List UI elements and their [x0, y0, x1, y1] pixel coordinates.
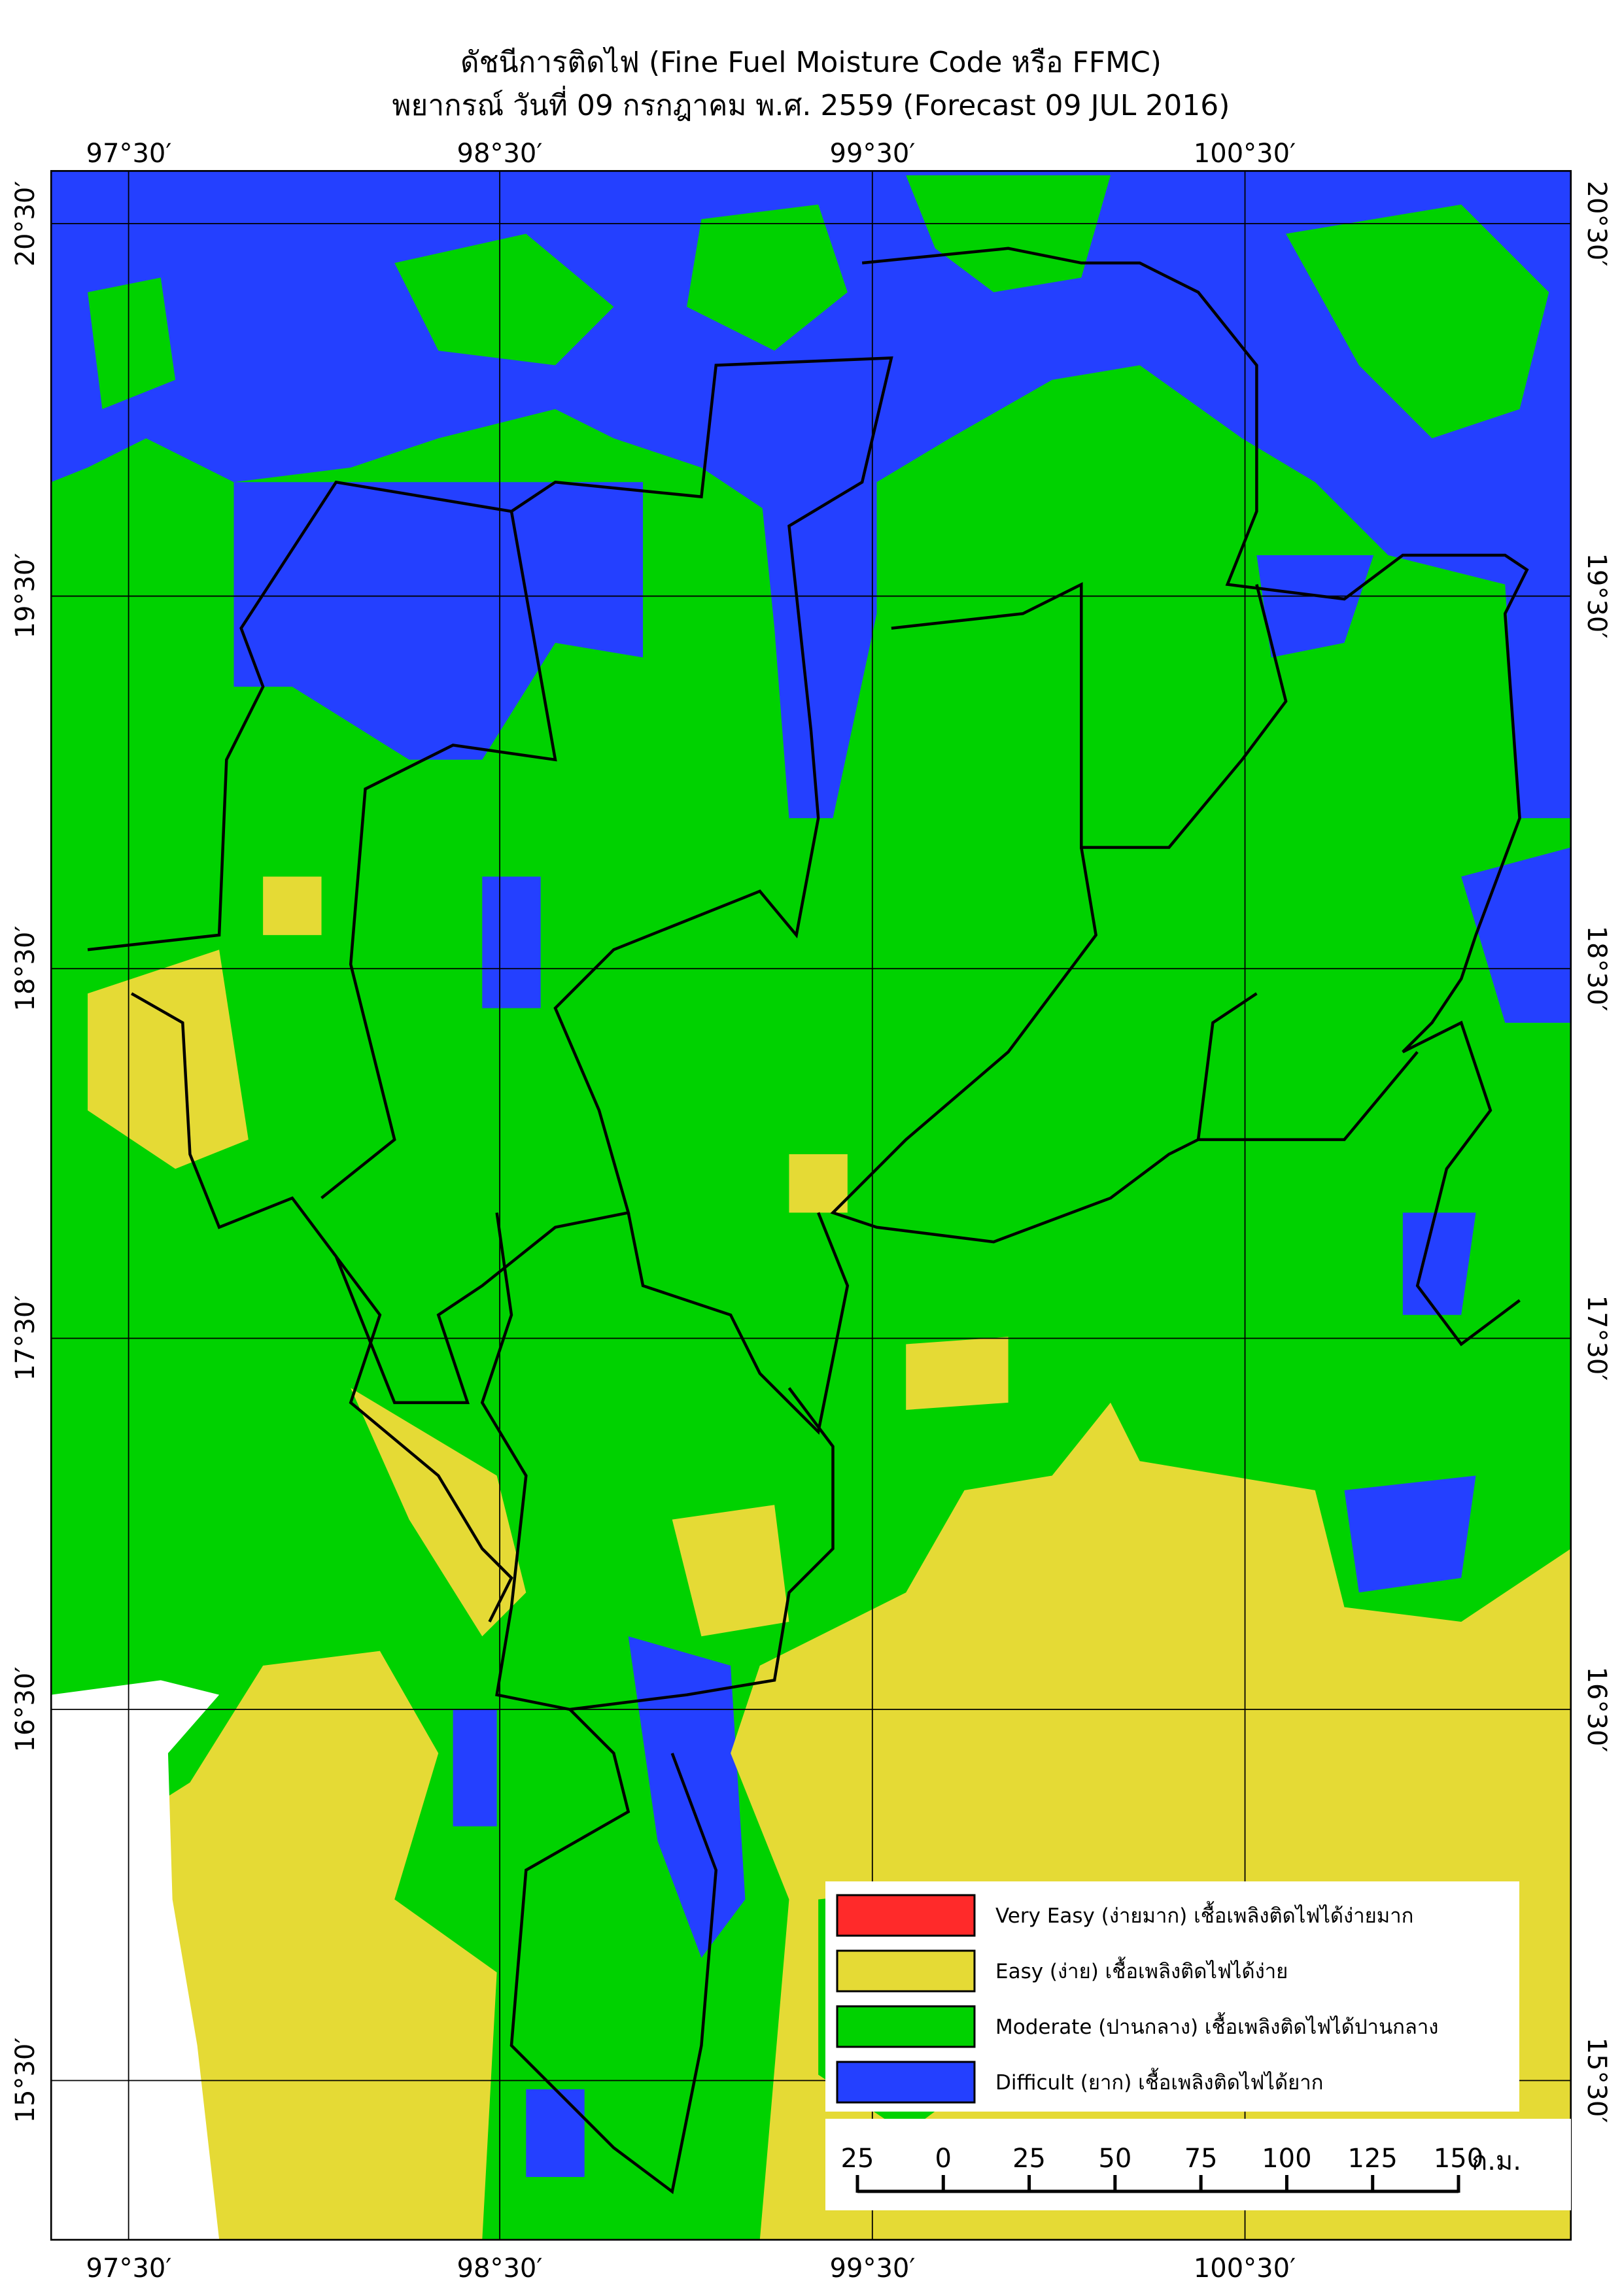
difficult-area: [482, 876, 541, 1008]
coordinate-labels: 97°30′ 97°30′ 98°30′ 98°30′ 99°30′ 99°30′ 100°…: [10, 139, 1612, 2284]
scale-label: 0: [935, 2144, 952, 2174]
difficult-area: [526, 2089, 585, 2177]
legend-label: Difficult (ยาก) เชื้อเพลิงติดไฟได้ยาก: [995, 2068, 1323, 2095]
difficult-area: [759, 482, 877, 819]
legend-label: Very Easy (ง่ายมาก) เชื้อเพลิงติดไฟได้ง่…: [995, 1901, 1413, 1928]
scale-label: 125: [1348, 2144, 1398, 2174]
map: [50, 170, 1572, 2241]
longitude-label: 100°30′: [1194, 2253, 1296, 2284]
legend-label: Moderate (ปานกลาง) เชื้อเพลิงติดไฟได้ปาน…: [995, 2012, 1438, 2039]
scale-label: 150: [1434, 2144, 1483, 2174]
scale-unit: ก.ม.: [1472, 2146, 1521, 2176]
difficult-area: [453, 1709, 497, 1826]
province-borders: [87, 247, 1529, 2195]
latitude-label: 20°30′: [1581, 181, 1612, 267]
fuel-moisture-layer: [51, 171, 1571, 2240]
map-title: ดัชนีการติดไฟ (Fine Fuel Moisture Code ห…: [460, 46, 1162, 79]
longitude-label: 97°30′: [86, 2253, 172, 2284]
scale-label: 100: [1262, 2144, 1311, 2174]
legend-swatch: [836, 1894, 976, 1937]
legend-swatch: [836, 1949, 976, 1993]
legend: Very Easy (ง่ายมาก) เชื้อเพลิงติดไฟได้ง่…: [825, 1881, 1519, 2112]
moderate-area: [1286, 204, 1549, 439]
latitude-label: 17°30′: [10, 1295, 41, 1381]
legend-swatch: [836, 2061, 976, 2104]
moderate-area: [906, 175, 1111, 292]
latitude-label: 19°30′: [10, 553, 41, 639]
latitude-label: 18°30′: [10, 926, 41, 1012]
legend-swatch: [836, 2005, 976, 2048]
longitude-label: 97°30′: [86, 139, 172, 169]
easy-area: [263, 876, 322, 935]
longitude-label: 99°30′: [830, 2253, 916, 2284]
easy-area: [672, 1505, 789, 1637]
easy-area: [789, 1154, 848, 1213]
longitude-label: 98°30′: [457, 2253, 543, 2284]
legend-label: Easy (ง่าย) เชื้อเพลิงติดไฟได้ง่าย: [995, 1957, 1288, 1983]
sea: [51, 1680, 220, 2240]
map-subtitle: พยากรณ์ วันที่ 09 กรกฎาคม พ.ศ. 2559 (For…: [392, 85, 1230, 122]
easy-area: [906, 1337, 1009, 1411]
latitude-label: 20°30′: [10, 181, 41, 267]
difficult-area: [1344, 1475, 1476, 1593]
scale-label: 75: [1184, 2144, 1218, 2174]
scale-label: 25: [1012, 2144, 1046, 2174]
scale-label: 25: [841, 2144, 874, 2174]
moderate-area: [394, 233, 614, 366]
moderate-area: [88, 277, 176, 409]
scale-bar-box: [825, 2119, 1571, 2210]
latitude-label: 15°30′: [10, 2038, 41, 2123]
difficult-area: [1461, 847, 1571, 1023]
difficult-area: [233, 482, 644, 760]
easy-area: [88, 950, 249, 1169]
map-frame: [50, 170, 1572, 2241]
easy-area: [351, 1388, 526, 1637]
latitude-label: 16°30′: [1581, 1667, 1612, 1753]
longitude-label: 99°30′: [830, 139, 916, 169]
longitude-label: 100°30′: [1194, 139, 1296, 169]
difficult-area: [1256, 555, 1374, 658]
latitude-label: 19°30′: [1581, 553, 1612, 639]
latitude-label: 15°30′: [1581, 2038, 1612, 2123]
latitude-label: 16°30′: [10, 1667, 41, 1753]
moderate-area: [687, 204, 848, 351]
longitude-label: 98°30′: [457, 139, 543, 169]
latitude-label: 18°30′: [1581, 926, 1612, 1012]
scale-label: 50: [1098, 2144, 1131, 2174]
latitude-label: 17°30′: [1581, 1295, 1612, 1381]
